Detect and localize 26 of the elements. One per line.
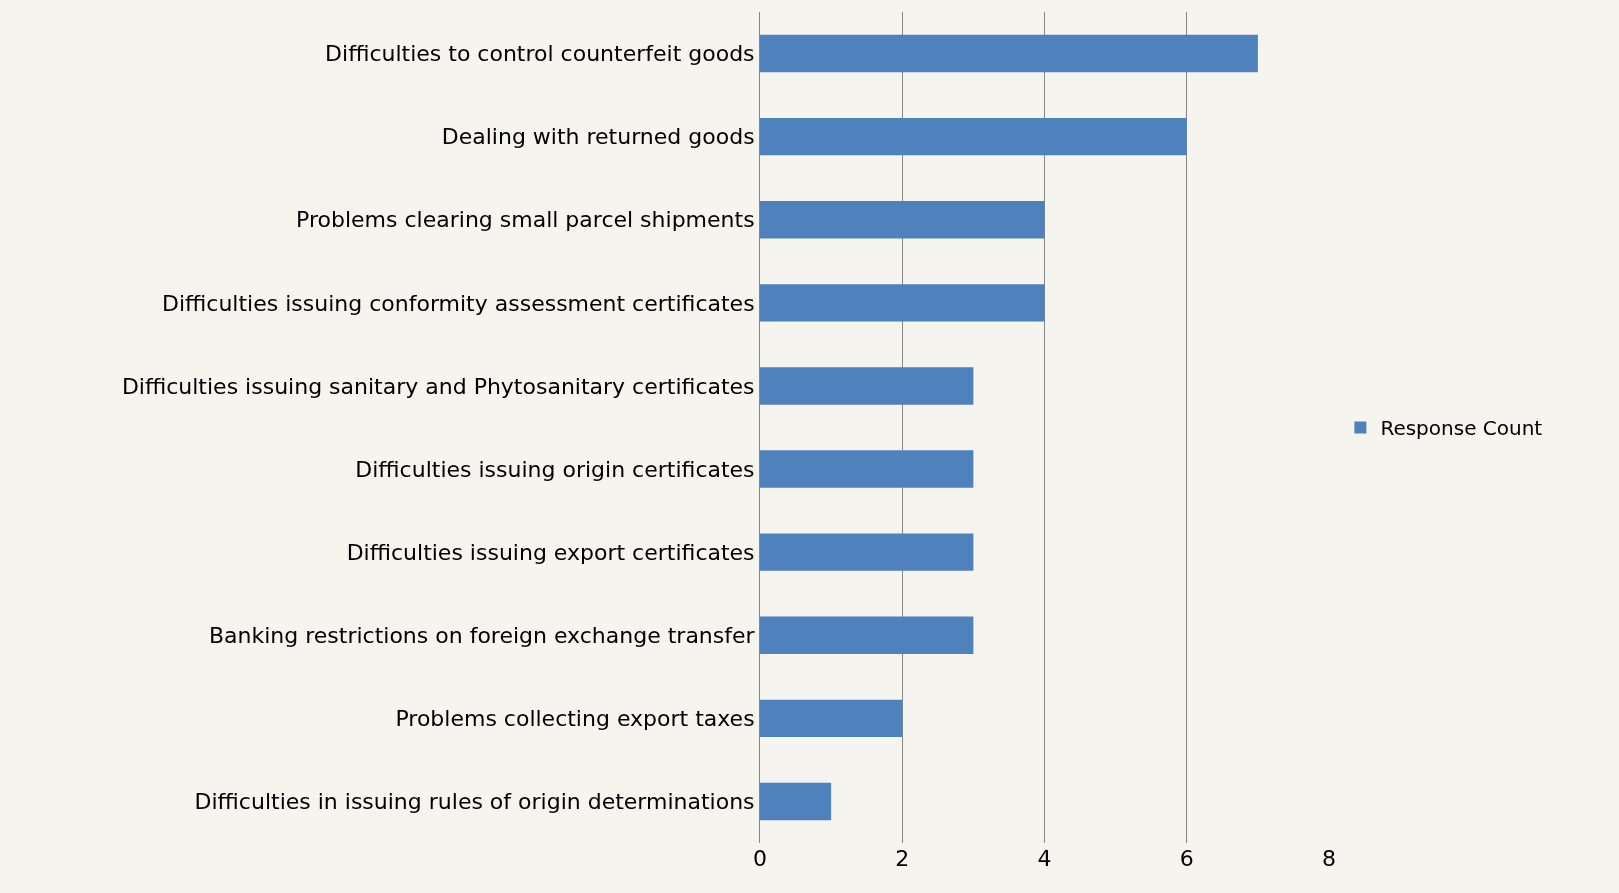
bar — [760, 201, 1045, 239]
bar — [760, 367, 974, 405]
y-tick-label: Difficulties to control counterfeit goods — [325, 41, 755, 67]
bar — [760, 34, 1258, 73]
bar — [760, 533, 974, 571]
y-tick-label: Problems clearing small parcel shipments — [296, 207, 755, 233]
bar — [760, 284, 1045, 322]
y-tick-label: Dealing with returned goods — [441, 124, 755, 150]
y-tick-label: Difficulties issuing conformity assessment certificates — [161, 290, 755, 316]
x-tick-label: 6 — [1179, 846, 1194, 871]
bar — [760, 117, 1187, 156]
y-tick-label: Difficulties issuing origin certificates — [355, 456, 755, 482]
bar — [760, 699, 903, 738]
bar — [760, 450, 974, 488]
legend-label: Response Count — [1380, 416, 1543, 441]
y-tick-label: Difficulties issuing export certificates — [346, 539, 755, 565]
y-tick-label: Difficulties in issuing rules of origin determinations — [194, 789, 755, 815]
x-tick-label: 8 — [1322, 846, 1336, 871]
bar — [760, 616, 974, 654]
y-tick-label: Difficulties issuing sanitary and Phytosanitary certificates — [121, 373, 755, 399]
y-tick-label: Banking restrictions on foreign exchange transfer — [208, 622, 756, 648]
x-tick-label: 2 — [895, 846, 910, 871]
x-tick-label: 4 — [1037, 846, 1052, 871]
x-tick-label: 0 — [753, 846, 767, 871]
y-tick-label: Problems collecting export taxes — [395, 706, 755, 732]
bar — [760, 782, 832, 821]
